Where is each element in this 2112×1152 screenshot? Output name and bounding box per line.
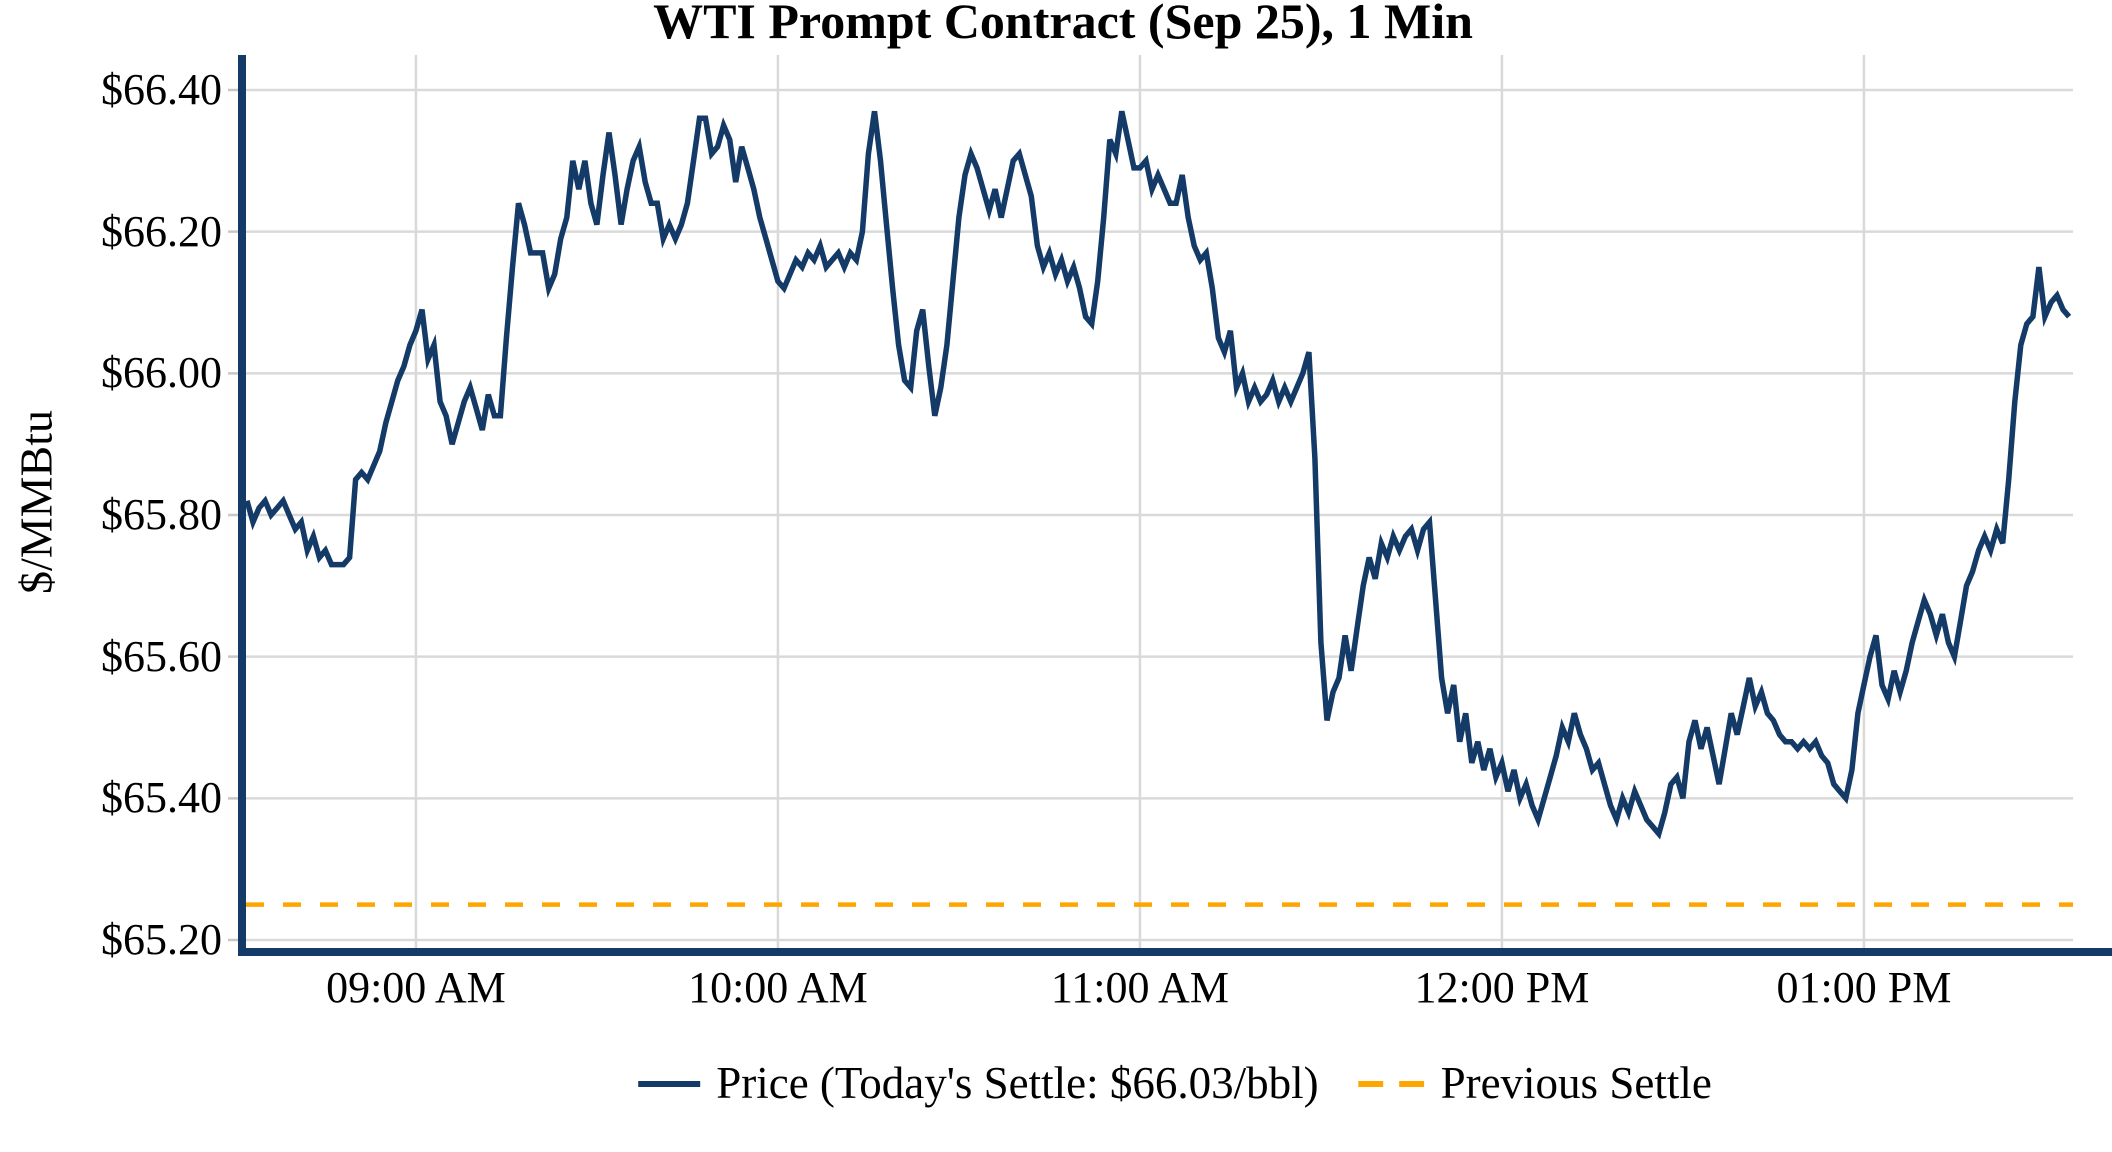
legend-previous-settle-label: Previous Settle — [1440, 1058, 1712, 1108]
x-tick-label: 01:00 PM — [1776, 963, 1952, 1012]
price-line — [244, 110, 2072, 840]
legend-price-label: Price (Today's Settle: $66.03/bbl) — [716, 1058, 1319, 1108]
y-tick-label: $65.40 — [101, 773, 222, 823]
x-tick-label: 10:00 AM — [688, 963, 868, 1012]
y-tick-label: $66.20 — [101, 206, 222, 256]
legend: Price (Today's Settle: $66.03/bbl) Previ… — [638, 1058, 1712, 1110]
y-tick-label: $66.40 — [101, 65, 222, 114]
x-tick-label: 11:00 AM — [1050, 963, 1229, 1012]
price-line-swatch — [638, 1080, 701, 1087]
y-tick-label: $65.80 — [101, 490, 222, 539]
y-axis-spine — [238, 55, 246, 956]
previous-settle-swatch — [1358, 1080, 1425, 1087]
y-tick-label: $65.60 — [101, 631, 222, 681]
y-tick-label: $65.20 — [101, 915, 222, 964]
x-tick-label: 09:00 AM — [326, 963, 506, 1012]
x-axis-spine — [238, 948, 2112, 956]
chart-title: WTI Prompt Contract (Sep 25), 1 Min — [653, 0, 1473, 49]
x-tick-label: 12:00 PM — [1414, 963, 1590, 1012]
y-tick-label: $66.00 — [101, 348, 222, 398]
